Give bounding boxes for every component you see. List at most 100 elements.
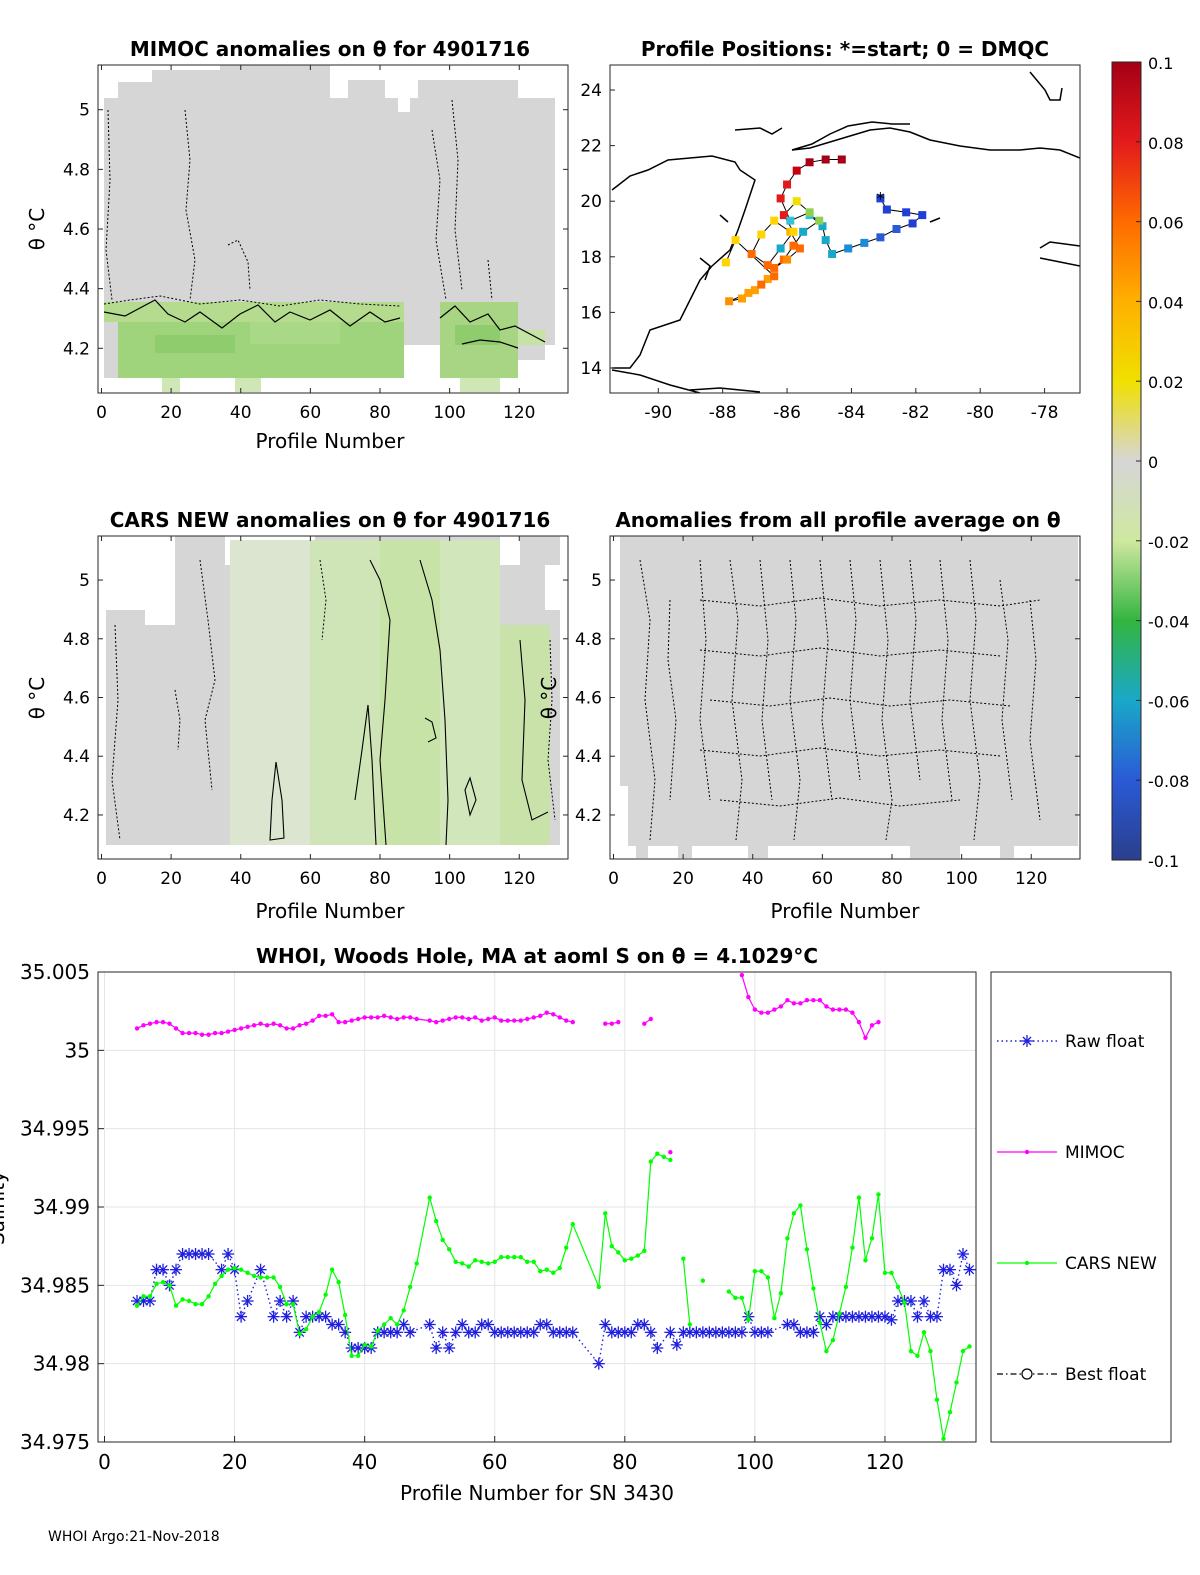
raw-float-point xyxy=(963,1263,976,1276)
cars-new-point xyxy=(329,1267,335,1272)
cars-new-point xyxy=(479,1259,484,1265)
cars-new-point xyxy=(700,1278,706,1283)
mimoc-point xyxy=(147,1021,153,1026)
cars-new-point xyxy=(212,1281,218,1286)
map-start-marker: * xyxy=(876,189,885,209)
cars-new-point xyxy=(290,1301,296,1307)
mimoc-point xyxy=(824,1004,829,1009)
mimoc-point xyxy=(518,1018,523,1023)
map-xtick-label: -88 xyxy=(709,403,737,423)
raw-float-point xyxy=(956,1248,969,1260)
raw-float-point xyxy=(235,1310,248,1323)
cars-new-point xyxy=(882,1270,888,1276)
mimoc-point xyxy=(134,1026,140,1031)
cars-new-point xyxy=(557,1265,562,1271)
raw-float-point xyxy=(911,1310,924,1323)
cars-new-point xyxy=(355,1353,361,1359)
raw-float-point xyxy=(170,1263,183,1276)
cars-new-point xyxy=(173,1303,179,1308)
mimoc-point xyxy=(668,1149,673,1155)
cars-new-point xyxy=(147,1294,153,1299)
mimoc-point xyxy=(173,1026,179,1031)
salinity-chart: WHOI, Woods Hole, MA at aoml S on θ = 4.… xyxy=(0,944,1172,1505)
mimoc-point xyxy=(830,1007,836,1012)
map-profile-marker xyxy=(908,219,917,228)
cars-new-point xyxy=(934,1397,940,1402)
colorbar-tick-label: -0.04 xyxy=(1148,613,1189,632)
map-ytick-label: 18 xyxy=(580,248,602,268)
map-profile-marker xyxy=(918,211,927,220)
cars-new-point xyxy=(414,1261,419,1266)
map-ytick-label: 20 xyxy=(580,192,602,212)
panel-all-xlabel: Profile Number xyxy=(771,899,921,923)
colorbar-tick-label: -0.08 xyxy=(1148,772,1189,791)
raw-float-point xyxy=(761,1326,774,1339)
salinity-ytick-label: 34.98 xyxy=(33,1352,90,1376)
mimoc-point xyxy=(544,1010,549,1015)
raw-float-point xyxy=(787,1318,800,1331)
panel-cars-ylabel: θ °C xyxy=(25,677,49,720)
cars-new-point xyxy=(193,1301,198,1307)
cars-new-point xyxy=(368,1344,374,1349)
cars-new-point xyxy=(596,1284,601,1290)
colorbar-ticks: 0.1 0.08 0.06 0.04 0.02 0 -0.02 -0.04 -0.06 -0.08… xyxy=(1136,54,1189,871)
panel-cars-xtick-label: 80 xyxy=(369,869,391,889)
panel-mimoc-ytick-label: 4.8 xyxy=(63,160,90,180)
map-profile-marker xyxy=(776,194,785,203)
cars-new-point xyxy=(564,1245,569,1250)
raw-float-point xyxy=(807,1326,820,1339)
salinity-xtick-label: 40 xyxy=(352,1450,377,1474)
cars-new-point xyxy=(258,1275,263,1280)
cars-new-point xyxy=(232,1265,237,1271)
cars-new-point xyxy=(739,1295,745,1301)
mimoc-point xyxy=(791,1001,797,1006)
mimoc-point xyxy=(433,1019,439,1025)
colorbar-tick-label: 0.1 xyxy=(1148,54,1173,73)
raw-float-point xyxy=(157,1263,170,1276)
cars-new-point xyxy=(336,1280,341,1285)
map-profile-marker xyxy=(821,236,830,245)
panel-all-ytick-label: 4.6 xyxy=(575,689,602,709)
cars-new-point xyxy=(642,1248,647,1254)
cars-new-point xyxy=(453,1259,458,1265)
map-profile-marker xyxy=(799,227,808,236)
panel-all-xtick-label: 40 xyxy=(742,869,764,889)
cars-new-point xyxy=(817,1320,823,1326)
cars-new-point xyxy=(238,1267,244,1272)
raw-float-point xyxy=(254,1263,267,1276)
panel-mimoc: MIMOC anomalies on θ for 4901716 xyxy=(25,37,569,453)
map-profile-marker xyxy=(731,236,740,245)
map-profile-marker xyxy=(821,155,830,164)
mimoc-point xyxy=(453,1015,458,1020)
mimoc-point xyxy=(856,1019,862,1025)
panel-all-xtick-label: 80 xyxy=(881,869,903,889)
cars-new-point xyxy=(921,1330,927,1335)
mimoc-point xyxy=(284,1026,289,1031)
salinity-ytick-label: 34.99 xyxy=(33,1195,90,1219)
mimoc-point xyxy=(505,1018,510,1023)
panel-all-ytick-label: 4.8 xyxy=(575,630,602,650)
raw-float-point xyxy=(423,1318,436,1331)
panel-mimoc-xtick-label: 100 xyxy=(433,403,465,423)
cars-new-point xyxy=(824,1348,829,1354)
legend-item-cars-new: CARS NEW xyxy=(997,1254,1157,1274)
mimoc-point xyxy=(310,1018,315,1023)
cars-new-point xyxy=(785,1236,790,1241)
map-profile-marker xyxy=(844,244,853,253)
cars-new-point xyxy=(284,1301,289,1307)
mimoc-point xyxy=(538,1013,543,1019)
mimoc-point xyxy=(746,994,751,1000)
cars-new-point xyxy=(447,1247,452,1252)
map-profile-marker xyxy=(828,250,837,259)
salinity-ytick-label: 35.005 xyxy=(20,960,90,984)
salinity-xtick-label: 80 xyxy=(612,1450,637,1474)
panel-cars-ytick-label: 4.8 xyxy=(63,630,90,650)
raw-float-point xyxy=(443,1342,456,1354)
mimoc-point xyxy=(759,1010,764,1015)
raw-float-point xyxy=(469,1326,482,1339)
mimoc-point xyxy=(290,1026,296,1031)
mimoc-point xyxy=(564,1018,569,1023)
cars-new-point xyxy=(902,1300,907,1305)
legend-item-mimoc: MIMOC xyxy=(997,1143,1125,1163)
map-profile-marker xyxy=(786,216,795,225)
